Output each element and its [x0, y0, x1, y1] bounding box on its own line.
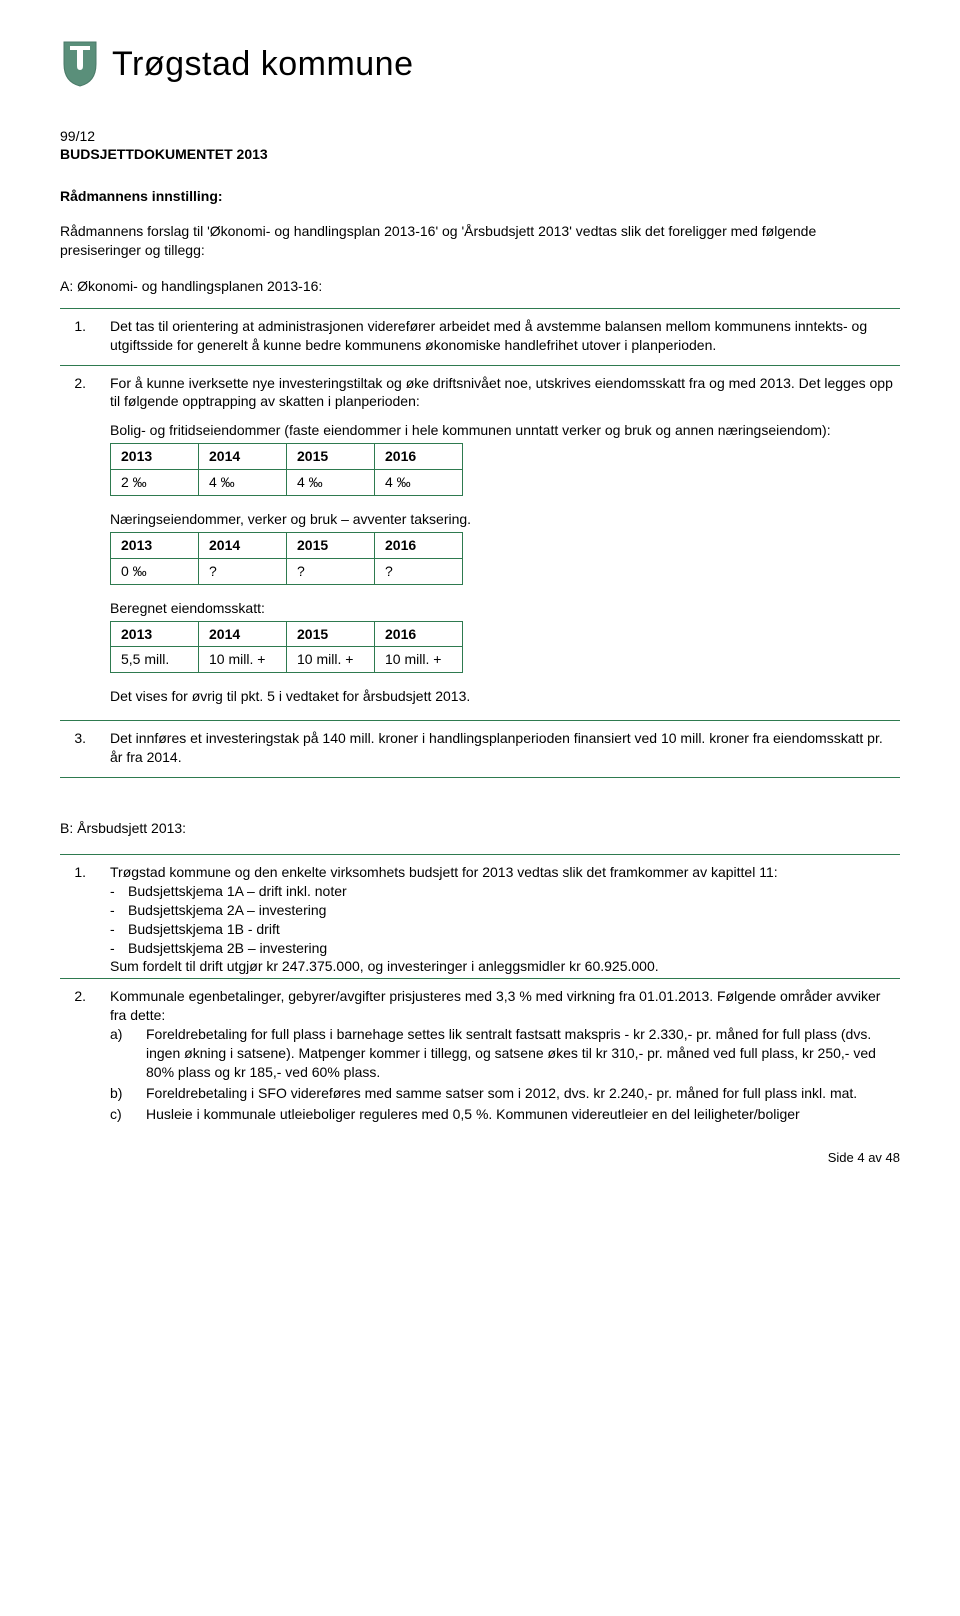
list-item: a) Foreldrebetaling for full plass i bar… [110, 1025, 896, 1082]
item-number: 1. [64, 317, 86, 355]
bullet-list: Budsjettskjema 1A – drift inkl. noter Bu… [110, 882, 896, 958]
table-header: 2014 [199, 532, 287, 558]
table-header: 2015 [287, 444, 375, 470]
table-header: 2016 [375, 621, 463, 647]
subletter-list: a) Foreldrebetaling for full plass i bar… [110, 1025, 896, 1123]
sub-label: a) [110, 1025, 130, 1082]
intro-text: Rådmannens forslag til 'Økonomi- og hand… [60, 222, 900, 260]
item-body: Det tas til orientering at administrasjo… [110, 317, 896, 355]
table-header: 2013 [111, 444, 199, 470]
item-text: Det innføres et investeringstak på 140 m… [110, 730, 883, 765]
table-cell: ? [287, 558, 375, 584]
table-cell: ? [375, 558, 463, 584]
table-cell: 10 mill. + [287, 647, 375, 673]
table-header: 2016 [375, 532, 463, 558]
item-closing: Det vises for øvrig til pkt. 5 i vedtake… [110, 687, 896, 706]
section-a-subheading: A: Økonomi- og handlingsplanen 2013-16: [60, 278, 900, 294]
item-number: 1. [64, 863, 86, 976]
page-footer: Side 4 av 48 [60, 1150, 900, 1165]
table-header: 2016 [375, 444, 463, 470]
list-item: Budsjettskjema 2B – investering [128, 939, 896, 958]
table-header: 2015 [287, 621, 375, 647]
item-lead: For å kunne iverksette nye investeringst… [110, 374, 896, 412]
table-cell: 4 ‰ [199, 470, 287, 496]
list-item: Budsjettskjema 1A – drift inkl. noter [128, 882, 896, 901]
table-naering: 2013 2014 2015 2016 0 ‰ ? ? ? [110, 532, 463, 585]
section-b-item-2: 2. Kommunale egenbetalinger, gebyrer/avg… [60, 979, 900, 1125]
table-header: 2014 [199, 621, 287, 647]
table-cell: 2 ‰ [111, 470, 199, 496]
doc-id: 99/12 [60, 128, 900, 144]
list-item: c) Husleie i kommunale utleieboliger reg… [110, 1105, 896, 1124]
section-a-item-2: 2. For å kunne iverksette nye investerin… [60, 366, 900, 721]
table-caption: Næringseiendommer, verker og bruk – avve… [110, 510, 896, 529]
item-text: Det tas til orientering at administrasjo… [110, 318, 867, 353]
page-header: Trøgstad kommune [60, 40, 900, 88]
section-a-item-3: 3. Det innføres et investeringstak på 14… [60, 721, 900, 777]
list-item: b) Foreldrebetaling i SFO videreføres me… [110, 1084, 896, 1103]
item-number: 3. [64, 729, 86, 767]
item-body: Kommunale egenbetalinger, gebyrer/avgift… [110, 987, 896, 1125]
table-header: 2013 [111, 532, 199, 558]
table-header: 2015 [287, 532, 375, 558]
sub-text: Foreldrebetaling i SFO videreføres med s… [146, 1084, 857, 1103]
item-body: Trøgstad kommune og den enkelte virksomh… [110, 863, 896, 976]
table-cell: 4 ‰ [375, 470, 463, 496]
table-cell: 0 ‰ [111, 558, 199, 584]
radmannens-heading: Rådmannens innstilling: [60, 188, 900, 204]
table-cell: 10 mill. + [199, 647, 287, 673]
table-cell: 5,5 mill. [111, 647, 199, 673]
list-item: Budsjettskjema 2A – investering [128, 901, 896, 920]
list-item: Budsjettskjema 1B - drift [128, 920, 896, 939]
org-name: Trøgstad kommune [112, 45, 414, 84]
sub-text: Husleie i kommunale utleieboliger regule… [146, 1105, 800, 1124]
item-number: 2. [64, 987, 86, 1125]
section-b-item-1: 1. Trøgstad kommune og den enkelte virks… [60, 855, 900, 978]
table-cell: ? [199, 558, 287, 584]
org-logo-icon [60, 40, 100, 88]
sub-text: Foreldrebetaling for full plass i barneh… [146, 1025, 896, 1082]
sub-label: c) [110, 1105, 130, 1124]
item-lead: Kommunale egenbetalinger, gebyrer/avgift… [110, 987, 896, 1025]
section-a-item-1: 1. Det tas til orientering at administra… [60, 309, 900, 365]
section-b-heading: B: Årsbudsjett 2013: [60, 820, 900, 836]
table-cell: 10 mill. + [375, 647, 463, 673]
sub-label: b) [110, 1084, 130, 1103]
item-body: Det innføres et investeringstak på 140 m… [110, 729, 896, 767]
table-cell: 4 ‰ [287, 470, 375, 496]
table-caption: Bolig- og fritidseiendommer (faste eiend… [110, 421, 896, 440]
item-body: For å kunne iverksette nye investeringst… [110, 374, 896, 711]
item-lead: Trøgstad kommune og den enkelte virksomh… [110, 863, 896, 882]
table-bolig: 2013 2014 2015 2016 2 ‰ 4 ‰ 4 ‰ 4 ‰ [110, 443, 463, 496]
doc-title: BUDSJETTDOKUMENTET 2013 [60, 146, 900, 162]
item-number: 2. [64, 374, 86, 711]
table-beregnet: 2013 2014 2015 2016 5,5 mill. 10 mill. +… [110, 621, 463, 674]
item-tail: Sum fordelt til drift utgjør kr 247.375.… [110, 957, 896, 976]
table-caption: Beregnet eiendomsskatt: [110, 599, 896, 618]
table-header: 2014 [199, 444, 287, 470]
table-header: 2013 [111, 621, 199, 647]
